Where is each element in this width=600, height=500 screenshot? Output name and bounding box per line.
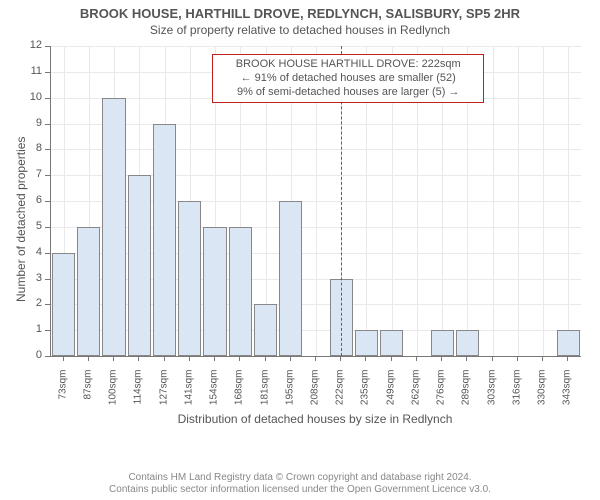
x-gridline xyxy=(543,46,544,356)
histogram-bar xyxy=(254,304,277,356)
x-tick-label: 303sqm xyxy=(486,370,497,420)
info-box-line: ← 91% of detached houses are smaller (52… xyxy=(219,72,477,86)
histogram-bar xyxy=(431,330,454,356)
x-tick-mark xyxy=(138,356,139,361)
footer-line-2: Contains public sector information licen… xyxy=(0,484,600,496)
histogram-bar xyxy=(52,253,75,356)
y-tick-label: 3 xyxy=(22,272,42,284)
x-gridline xyxy=(493,46,494,356)
x-tick-mark xyxy=(340,356,341,361)
y-tick-mark xyxy=(45,253,50,254)
x-tick-mark xyxy=(416,356,417,361)
histogram-bar xyxy=(77,227,100,356)
histogram-bar xyxy=(229,227,252,356)
y-tick-mark xyxy=(45,279,50,280)
x-tick-mark xyxy=(164,356,165,361)
x-tick-mark xyxy=(189,356,190,361)
x-tick-label: 330sqm xyxy=(537,370,548,420)
x-tick-mark xyxy=(290,356,291,361)
x-tick-label: 181sqm xyxy=(259,370,270,420)
x-tick-label: 100sqm xyxy=(108,370,119,420)
x-tick-label: 154sqm xyxy=(209,370,220,420)
y-tick-label: 12 xyxy=(22,39,42,51)
histogram-bar xyxy=(355,330,378,356)
y-tick-label: 8 xyxy=(22,142,42,154)
x-tick-mark xyxy=(214,356,215,361)
x-tick-label: 168sqm xyxy=(234,370,245,420)
x-tick-mark xyxy=(63,356,64,361)
x-tick-label: 316sqm xyxy=(511,370,522,420)
x-tick-label: 114sqm xyxy=(133,370,144,420)
y-tick-label: 4 xyxy=(22,246,42,258)
histogram-bar xyxy=(102,98,125,356)
y-tick-mark xyxy=(45,46,50,47)
x-tick-label: 249sqm xyxy=(385,370,396,420)
y-tick-label: 9 xyxy=(22,117,42,129)
x-tick-label: 73sqm xyxy=(57,370,68,420)
x-tick-label: 276sqm xyxy=(436,370,447,420)
x-tick-mark xyxy=(441,356,442,361)
y-tick-mark xyxy=(45,304,50,305)
histogram-bar xyxy=(456,330,479,356)
y-tick-mark xyxy=(45,227,50,228)
footer-line-1: Contains HM Land Registry data © Crown c… xyxy=(0,472,600,484)
x-tick-mark xyxy=(88,356,89,361)
x-tick-mark xyxy=(542,356,543,361)
x-tick-label: 127sqm xyxy=(158,370,169,420)
x-tick-label: 235sqm xyxy=(360,370,371,420)
x-tick-label: 195sqm xyxy=(284,370,295,420)
x-tick-mark xyxy=(265,356,266,361)
x-tick-label: 87sqm xyxy=(82,370,93,420)
x-tick-label: 222sqm xyxy=(335,370,346,420)
x-gridline xyxy=(568,46,569,356)
histogram-bar xyxy=(203,227,226,356)
x-tick-label: 343sqm xyxy=(562,370,573,420)
y-tick-label: 5 xyxy=(22,220,42,232)
y-tick-label: 10 xyxy=(22,91,42,103)
chart-container: Number of detached properties BROOK HOUS… xyxy=(0,42,600,442)
y-tick-label: 6 xyxy=(22,194,42,206)
y-tick-mark xyxy=(45,201,50,202)
x-tick-mark xyxy=(492,356,493,361)
x-tick-mark xyxy=(315,356,316,361)
y-tick-label: 7 xyxy=(22,168,42,180)
x-gridline xyxy=(518,46,519,356)
histogram-bar xyxy=(128,175,151,356)
y-tick-mark xyxy=(45,72,50,73)
x-tick-label: 141sqm xyxy=(183,370,194,420)
y-tick-label: 11 xyxy=(22,65,42,77)
plot-area: BROOK HOUSE HARTHILL DROVE: 222sqm← 91% … xyxy=(50,46,581,357)
y-tick-mark xyxy=(45,175,50,176)
y-tick-label: 2 xyxy=(22,297,42,309)
info-box-line: BROOK HOUSE HARTHILL DROVE: 222sqm xyxy=(219,58,477,72)
histogram-bar xyxy=(380,330,403,356)
x-tick-mark xyxy=(391,356,392,361)
x-tick-mark xyxy=(239,356,240,361)
footer-note: Contains HM Land Registry data © Crown c… xyxy=(0,472,600,496)
y-tick-mark xyxy=(45,356,50,357)
y-tick-mark xyxy=(45,98,50,99)
chart-subtitle: Size of property relative to detached ho… xyxy=(0,21,600,41)
chart-title: BROOK HOUSE, HARTHILL DROVE, REDLYNCH, S… xyxy=(0,0,600,21)
histogram-bar xyxy=(279,201,302,356)
x-tick-mark xyxy=(365,356,366,361)
x-tick-label: 262sqm xyxy=(410,370,421,420)
info-box: BROOK HOUSE HARTHILL DROVE: 222sqm← 91% … xyxy=(212,54,484,103)
y-tick-mark xyxy=(45,149,50,150)
y-tick-label: 0 xyxy=(22,349,42,361)
histogram-bar xyxy=(557,330,580,356)
y-tick-label: 1 xyxy=(22,323,42,335)
x-tick-mark xyxy=(567,356,568,361)
histogram-bar xyxy=(153,124,176,357)
x-tick-label: 208sqm xyxy=(310,370,321,420)
info-box-line: 9% of semi-detached houses are larger (5… xyxy=(219,86,477,100)
x-tick-label: 289sqm xyxy=(461,370,472,420)
y-tick-mark xyxy=(45,330,50,331)
x-tick-mark xyxy=(113,356,114,361)
x-tick-mark xyxy=(466,356,467,361)
histogram-bar xyxy=(178,201,201,356)
x-tick-mark xyxy=(517,356,518,361)
y-tick-mark xyxy=(45,124,50,125)
